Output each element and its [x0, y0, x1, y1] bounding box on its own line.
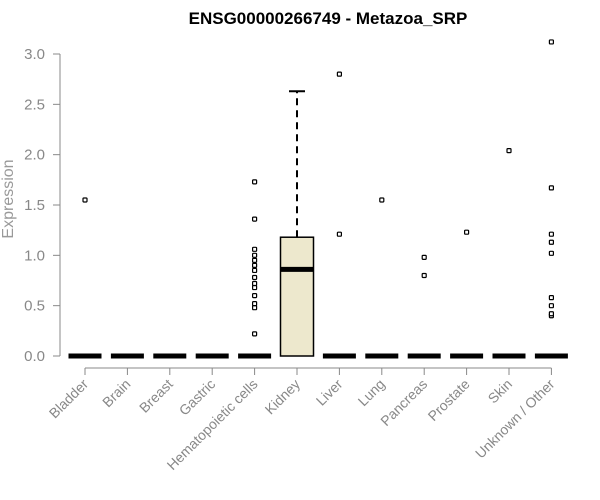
outlier-point — [548, 185, 555, 191]
outlier-point — [252, 246, 258, 252]
x-tick-label: Breast — [136, 376, 176, 416]
outlier-point — [548, 250, 555, 256]
y-axis-label: Expression — [0, 159, 17, 238]
outlier-point — [506, 148, 512, 154]
x-tick-label: Skin — [485, 376, 516, 407]
outlier-point — [252, 305, 258, 311]
y-tick-label: 2.5 — [24, 96, 45, 113]
outlier-point — [548, 311, 555, 317]
outlier-point — [252, 257, 258, 263]
outlier-point — [379, 197, 385, 203]
y-tick-label: 0.5 — [24, 298, 45, 315]
outlier-point — [252, 267, 258, 274]
y-tick-label: 1.0 — [24, 247, 45, 264]
y-tick-label: 2.0 — [24, 147, 45, 164]
box-iqr — [279, 236, 315, 357]
box-group — [365, 197, 399, 359]
y-axis: 0.0 0.5 1.0 1.5 2.0 2.5 3.0 — [24, 46, 61, 365]
outlier-point — [548, 239, 555, 245]
outlier-point — [548, 295, 555, 301]
y-tick-label: 1.5 — [24, 197, 45, 214]
outlier-point — [421, 272, 427, 279]
outlier-point — [548, 39, 555, 45]
outlier-point — [252, 274, 258, 281]
outlier-point — [252, 284, 258, 291]
box-group — [492, 148, 526, 359]
y-tick-label: 3.0 — [24, 46, 45, 63]
box-group — [407, 254, 441, 359]
outlier-point — [252, 216, 258, 222]
x-tick-label: Kidney — [262, 376, 304, 418]
outlier-point — [252, 331, 258, 337]
x-tick-label: Lung — [355, 376, 388, 409]
x-tick-label: Brain — [99, 376, 133, 410]
outlier-point — [252, 280, 258, 287]
outlier-point — [82, 197, 88, 203]
x-tick-label: Liver — [313, 376, 346, 409]
outlier-point — [252, 252, 258, 258]
outlier-point — [252, 262, 258, 268]
x-tick-label: Bladder — [46, 376, 92, 422]
box-group — [68, 197, 102, 359]
box-group — [322, 71, 356, 359]
outlier-point — [548, 231, 555, 237]
outlier-point — [252, 301, 258, 307]
outlier-point — [336, 231, 342, 237]
plot-area — [68, 39, 568, 359]
x-tick-label: Unknown / Other — [472, 376, 558, 462]
box-group — [450, 229, 484, 359]
outlier-point — [336, 71, 342, 77]
outlier-point — [464, 229, 470, 235]
x-tick-label: Pancreas — [377, 376, 430, 429]
box-group — [534, 39, 568, 359]
y-tick-label: 0.0 — [24, 348, 45, 365]
outlier-point — [548, 303, 555, 309]
box-group — [238, 179, 272, 359]
outlier-point — [421, 254, 427, 260]
x-tick-label: Prostate — [425, 376, 473, 424]
box-group — [279, 90, 315, 357]
outlier-point — [252, 179, 258, 185]
chart-title: ENSG00000266749 - Metazoa_SRP — [189, 9, 468, 28]
outlier-point — [252, 293, 258, 299]
